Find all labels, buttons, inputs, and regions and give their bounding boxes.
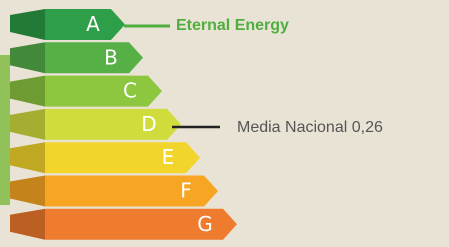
energy-label-graphic: GFEDCBA Eternal Energy Media Nacional 0,… — [0, 0, 449, 247]
rating-arrow — [45, 76, 162, 107]
rating-letter: E — [162, 145, 175, 169]
rating-arrow — [45, 176, 218, 207]
rating-letter: F — [180, 179, 192, 203]
rating-arrow — [45, 109, 181, 140]
rating-letter: C — [123, 79, 137, 103]
left-edge — [0, 55, 10, 205]
rating-arrow — [45, 42, 143, 73]
rating-arrow — [45, 9, 125, 40]
rating-letter: G — [197, 212, 213, 236]
page: GFEDCBA Eternal Energy Media Nacional 0,… — [0, 0, 449, 247]
rating-letter: B — [104, 45, 118, 69]
callout-label: Media Nacional 0,26 — [237, 119, 383, 136]
rating-arrow — [45, 142, 200, 173]
rating-letter: D — [141, 112, 156, 136]
callout-label: Eternal Energy — [176, 17, 289, 34]
rating-letter: A — [86, 12, 100, 36]
